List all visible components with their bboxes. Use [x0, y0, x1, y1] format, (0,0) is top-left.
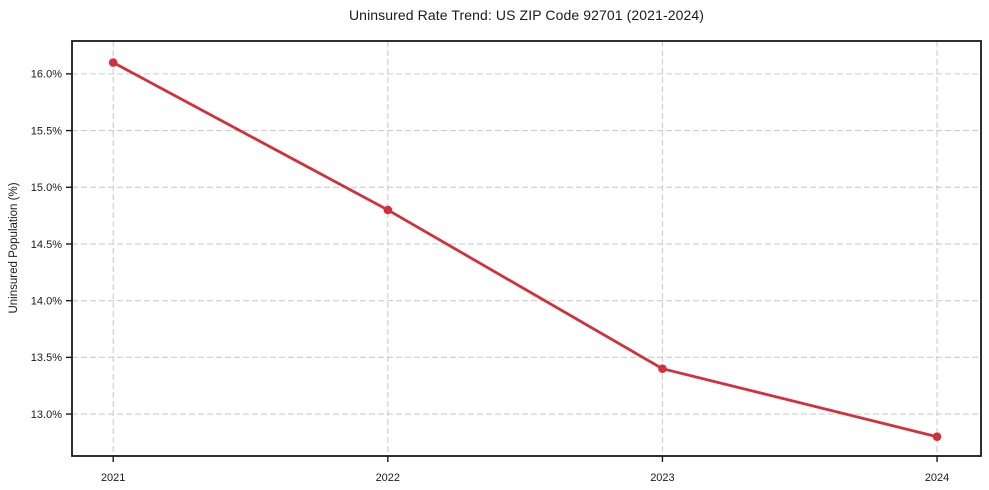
data-line [111, 61, 939, 439]
data-point-marker [932, 432, 942, 442]
data-point-marker [383, 205, 393, 215]
y-tick-label: 13.5% [31, 352, 62, 364]
y-tick-label: 14.5% [31, 239, 62, 251]
y-tick-label: 13.0% [31, 409, 62, 421]
x-tick-label: 2021 [101, 472, 125, 484]
x-tick-label: 2024 [925, 472, 949, 484]
y-tick-label: 15.5% [31, 125, 62, 137]
y-tick-label: 16.0% [31, 69, 62, 81]
x-tick-label: 2022 [376, 472, 400, 484]
data-point-marker [658, 364, 667, 373]
y-tick-label: 14.0% [31, 296, 62, 308]
chart-title: Uninsured Rate Trend: US ZIP Code 92701 … [348, 7, 705, 23]
data-point-marker [108, 58, 118, 67]
y-tick-label: 15.0% [31, 182, 62, 194]
axes-spines [71, 40, 982, 457]
x-tick-label: 2023 [650, 472, 674, 484]
